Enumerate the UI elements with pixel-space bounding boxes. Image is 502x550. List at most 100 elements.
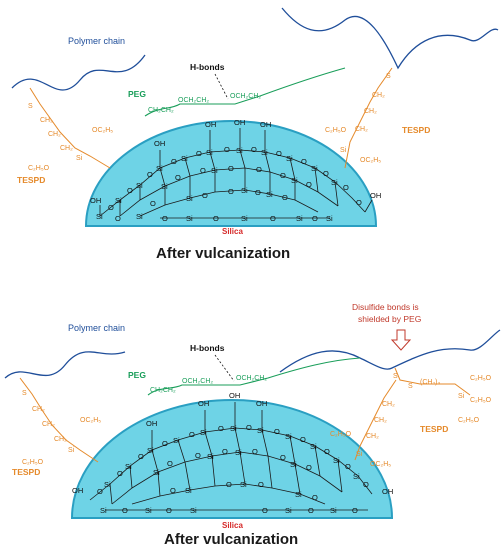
o-atom: O xyxy=(138,452,144,461)
si-atom: Si xyxy=(200,428,207,437)
o-atom: O xyxy=(200,166,206,175)
silica-particle-top xyxy=(84,120,378,227)
ethoxy-group: C₂H₅O xyxy=(470,375,492,382)
oh-group: OH xyxy=(154,139,165,148)
si-atom: Si xyxy=(290,460,297,469)
si-atom: Si xyxy=(153,468,160,477)
o-atom: O xyxy=(226,480,232,489)
silica-network-bottom xyxy=(89,402,373,511)
o-atom: O xyxy=(115,214,121,223)
hydroxyl-groups-bottom: OH OH OH OH OH OH xyxy=(72,391,393,496)
oh-group: OH xyxy=(90,196,101,205)
si-atom: Si xyxy=(356,451,363,458)
panel-caption: After vulcanization xyxy=(164,531,298,548)
ch2-group: CH₂ xyxy=(366,433,379,440)
si-atom: Si xyxy=(211,166,218,175)
si-atom: Si xyxy=(285,432,292,441)
oh-group: OH xyxy=(72,486,83,495)
peg-formula: OCH₂CH₂ xyxy=(182,378,213,385)
ethoxy-group: C₂H₅O xyxy=(22,459,44,466)
ch2-group: CH₂ xyxy=(54,436,67,443)
polymer-chain-right-top xyxy=(281,7,499,70)
o-atom: O xyxy=(363,480,369,489)
h-bond-pointer xyxy=(214,73,229,100)
si-atom: Si xyxy=(68,447,75,454)
si-atom: Si xyxy=(76,155,83,162)
ch2-chain: (CH₂)₃ xyxy=(420,379,440,386)
o-atom: O xyxy=(280,171,286,180)
si-atom: Si xyxy=(261,148,268,157)
si-atom: Si xyxy=(236,146,243,155)
o-atom: O xyxy=(270,214,276,223)
o-atom: O xyxy=(306,463,312,472)
tespd-left-bottom: S CH₂ CH₂ CH₂ Si OC₂H₅ C₂H₅O xyxy=(19,377,101,466)
o-atom: O xyxy=(97,487,103,496)
sulfur-atom: S xyxy=(393,373,398,380)
ethoxy-group: OC₂H₅ xyxy=(92,127,113,134)
silica-network-top xyxy=(99,128,373,219)
si-atom: Si xyxy=(295,490,302,499)
o-atom: O xyxy=(170,486,176,495)
disulfide-callout-line1: Disulfide bonds is xyxy=(352,302,419,312)
peg-formula: CH₂CH₂ xyxy=(150,387,176,394)
oh-group: OH xyxy=(229,391,240,400)
si-atom: Si xyxy=(206,148,213,157)
o-atom: O xyxy=(228,164,234,173)
si-atom: Si xyxy=(330,506,337,515)
polymer-chain-label: Polymer chain xyxy=(68,323,125,333)
si-atom: Si xyxy=(104,480,111,489)
si-atom: Si xyxy=(190,506,197,515)
si-atom: Si xyxy=(458,393,465,400)
bottom-panel: Si Si Si Si Si Si Si Si Si Si Si Si Si S… xyxy=(4,302,501,548)
polymer-chain-left-top xyxy=(11,54,146,91)
o-atom: O xyxy=(323,169,329,178)
si-atom: Si xyxy=(286,154,293,163)
si-atom: Si xyxy=(333,456,340,465)
ch2-group: CH₂ xyxy=(32,406,45,413)
ethoxy-group: C₂H₅O xyxy=(330,431,352,438)
sulfur-atom: S xyxy=(22,390,27,397)
o-atom: O xyxy=(262,506,268,515)
oh-group: OH xyxy=(370,191,381,200)
ch2-group: CH₂ xyxy=(60,145,73,152)
o-atom: O xyxy=(258,480,264,489)
ethoxy-group: C₂H₅O xyxy=(325,127,347,134)
si-atom: Si xyxy=(241,214,248,223)
si-atom: Si xyxy=(100,506,107,515)
si-atom: Si xyxy=(230,424,237,433)
o-atom: O xyxy=(224,145,230,154)
si-atom: Si xyxy=(186,214,193,223)
polymer-chain-label: Polymer chain xyxy=(68,36,125,46)
h-bond-pointer xyxy=(214,354,235,382)
peg-chain-bottom xyxy=(147,357,361,396)
si-atom: Si xyxy=(235,448,242,457)
o-atom: O xyxy=(218,424,224,433)
si-atom: Si xyxy=(136,212,143,221)
disulfide-callout-line2: shielded by PEG xyxy=(358,314,421,324)
si-atom: Si xyxy=(173,436,180,445)
silica-label: Silica xyxy=(222,521,243,530)
hydroxyl-groups-top: OH OH OH OH OH OH xyxy=(90,118,381,205)
o-atom: O xyxy=(301,157,307,166)
o-atom: O xyxy=(300,435,306,444)
ch2-group: CH₂ xyxy=(355,126,368,133)
o-atom: O xyxy=(256,165,262,174)
ethoxy-group: C₂H₅O xyxy=(458,417,480,424)
o-atom: O xyxy=(222,447,228,456)
oh-group: OH xyxy=(234,118,245,127)
si-atom: Si xyxy=(147,446,154,455)
si-atom: Si xyxy=(115,196,122,205)
si-atom: Si xyxy=(311,164,318,173)
o-atom: O xyxy=(127,186,133,195)
o-atom: O xyxy=(306,180,312,189)
o-atom: O xyxy=(171,157,177,166)
h-bonds-label: H-bonds xyxy=(190,343,225,353)
si-atom: Si xyxy=(241,186,248,195)
ch2-group: CH₂ xyxy=(42,421,55,428)
o-atom: O xyxy=(252,447,258,456)
o-atom: O xyxy=(308,506,314,515)
o-atom: O xyxy=(162,439,168,448)
si-atom: Si xyxy=(156,164,163,173)
si-atom: Si xyxy=(240,480,247,489)
